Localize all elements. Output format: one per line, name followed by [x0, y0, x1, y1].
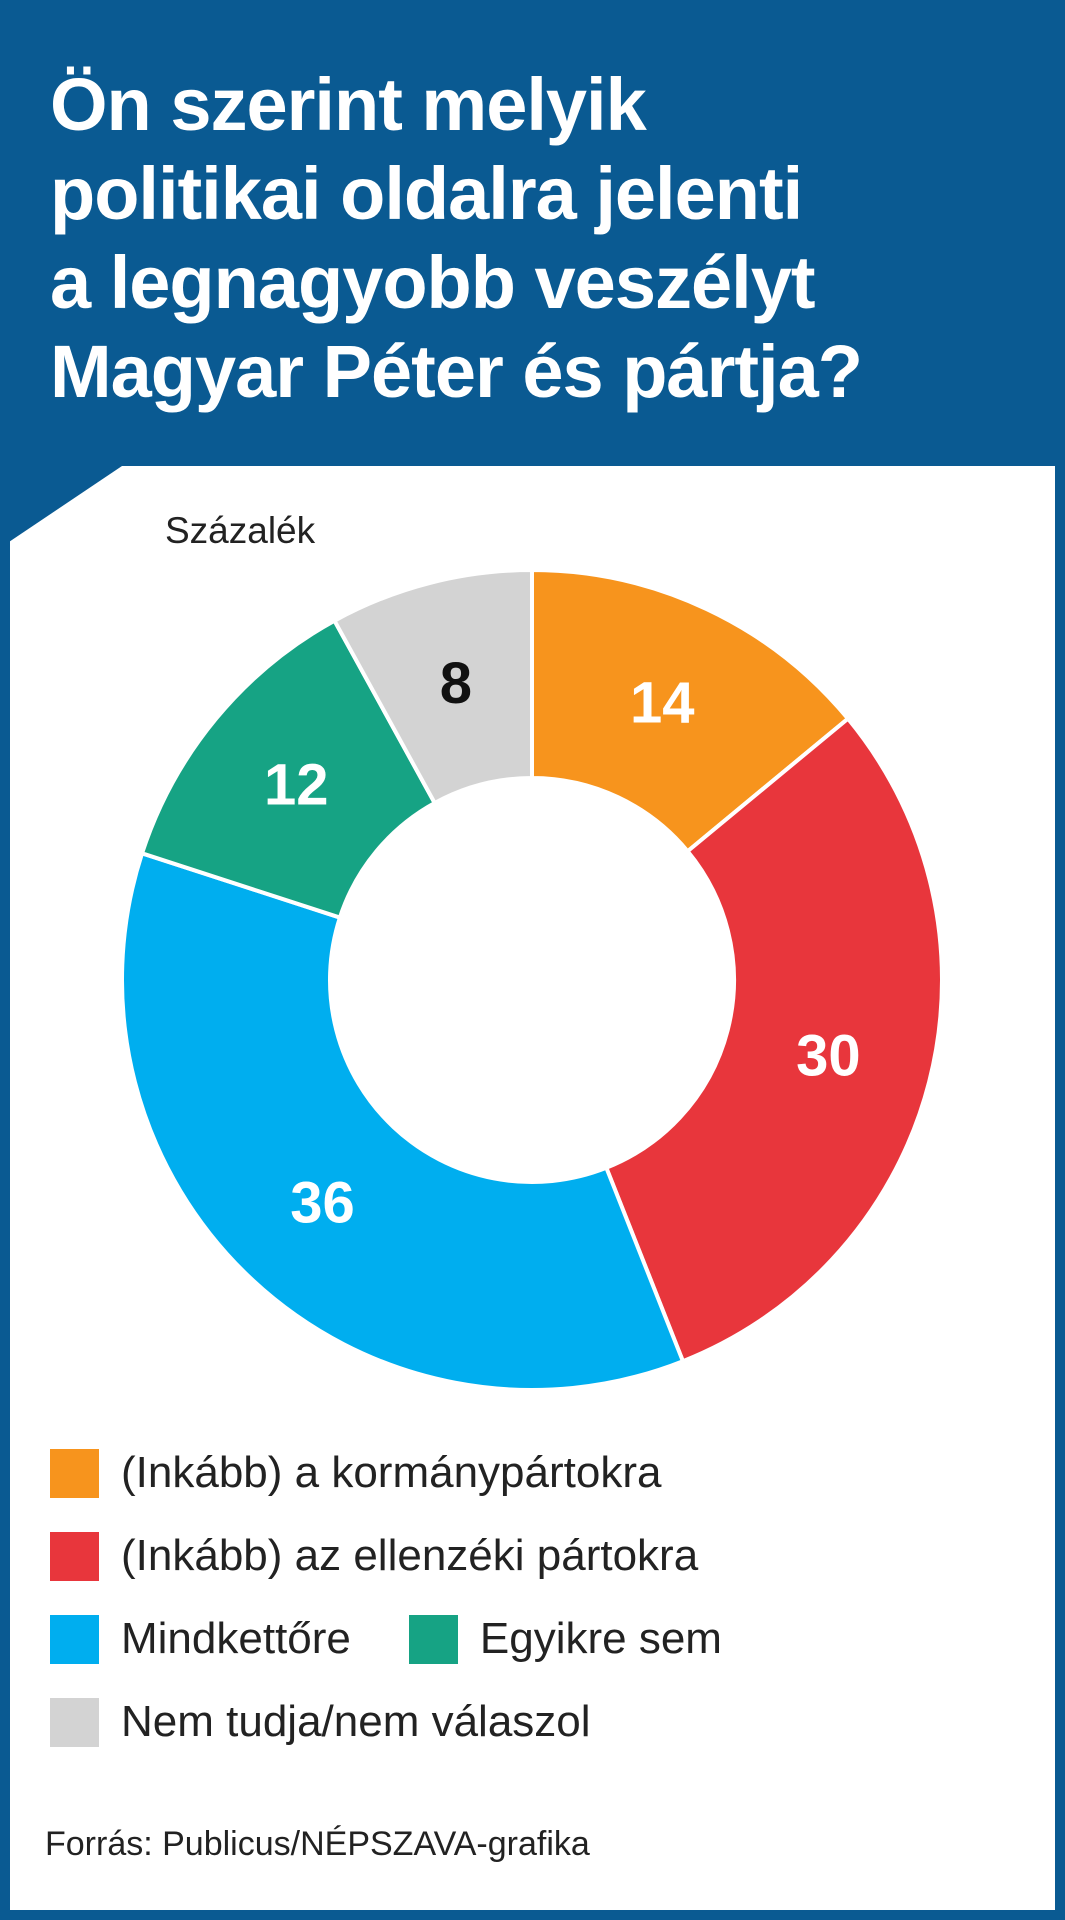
donut-slice: [139, 617, 438, 921]
chart-title: Ön szerint melyik politikai oldalra jele…: [50, 60, 1040, 416]
legend-item: (Inkább) az ellenzéki pártokra: [50, 1531, 698, 1581]
legend-label: Nem tudja/nem válaszol: [121, 1697, 591, 1746]
legend-item: Nem tudja/nem válaszol: [50, 1697, 591, 1747]
slice-value-label: 12: [264, 752, 329, 817]
legend-swatch: [50, 1614, 99, 1664]
legend-item: (Inkább) a kormánypártokra: [50, 1448, 661, 1498]
legend-item: Mindkettőre: [50, 1614, 351, 1664]
legend-swatch: [50, 1448, 99, 1498]
chart-legend: (Inkább) a kormánypártokra (Inkább) az el…: [50, 1440, 1040, 1772]
legend-item: Egyikre sem: [408, 1614, 722, 1664]
title-line: Ön szerint melyik: [50, 63, 647, 146]
donut-slice: [603, 715, 944, 1364]
title-line: a legnagyobb veszélyt: [50, 241, 816, 324]
slice-value-label: 30: [796, 1024, 861, 1089]
slice-value-label: 14: [630, 671, 695, 736]
legend-label: (Inkább) a kormánypártokra: [121, 1448, 662, 1497]
title-banner: Ön szerint melyik politikai oldalra jele…: [0, 0, 1065, 466]
legend-row: Nem tudja/nem válaszol: [50, 1689, 1040, 1755]
donut-slice: [530, 567, 851, 855]
donut-chart: 14 30 36 12 8: [120, 567, 944, 1392]
legend-label: Mindkettőre: [121, 1614, 351, 1663]
legend-swatch: [50, 1531, 99, 1581]
legend-swatch: [50, 1697, 99, 1747]
title-line: Magyar Péter és pártja?: [50, 330, 863, 413]
donut-slice: [120, 850, 686, 1392]
legend-row: (Inkább) a kormánypártokra: [50, 1440, 1040, 1506]
legend-label: (Inkább) az ellenzéki pártokra: [121, 1531, 699, 1580]
legend-swatch: [408, 1614, 458, 1664]
donut-slice: [331, 567, 534, 806]
banner-pointer: [0, 466, 122, 548]
title-line: politikai oldalra jelenti: [50, 152, 803, 235]
legend-row: Mindkettőre Egyikre sem: [50, 1606, 1040, 1672]
legend-row: (Inkább) az ellenzéki pártokra: [50, 1523, 1040, 1589]
slice-value-label: 8: [440, 651, 472, 716]
source-credit: Forrás: Publicus/NÉPSZAVA-grafika: [45, 1825, 590, 1863]
unit-label: Százalék: [165, 510, 316, 551]
legend-label: Egyikre sem: [479, 1614, 722, 1663]
slice-value-label: 36: [290, 1171, 355, 1236]
